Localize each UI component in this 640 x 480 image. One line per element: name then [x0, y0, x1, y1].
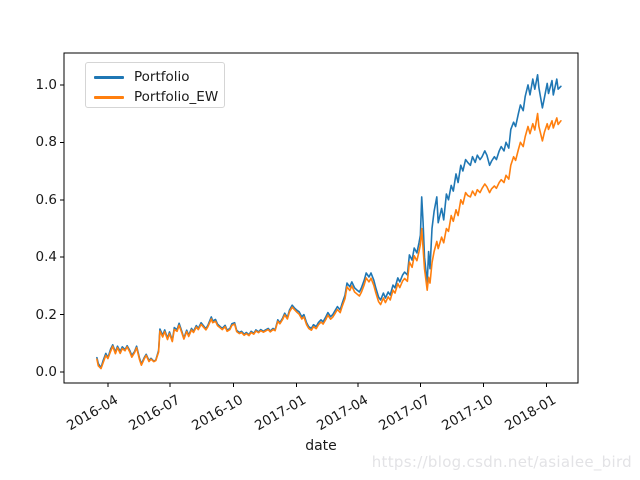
- y-tick-label: 1.0: [35, 76, 57, 93]
- legend-label: Portfolio_EW: [134, 89, 219, 105]
- legend-label: Portfolio: [134, 69, 190, 85]
- series-line-portfolio-ew: [96, 112, 562, 370]
- legend-line-sample: [94, 95, 124, 99]
- legend: Portfolio Portfolio_EW: [85, 62, 225, 108]
- y-tick-label: 0.4: [35, 249, 57, 266]
- watermark: https://blog.csdn.net/asialee_bird: [371, 453, 632, 471]
- legend-line-sample: [94, 75, 124, 79]
- y-tick-label: 0.6: [35, 191, 57, 208]
- y-tick-label: 0.2: [35, 306, 57, 323]
- legend-entry: Portfolio_EW: [94, 87, 224, 107]
- x-axis-label: date: [305, 438, 337, 454]
- y-tick-label: 0.8: [35, 134, 57, 151]
- axes-frame: [63, 52, 579, 384]
- legend-entry: Portfolio: [94, 67, 224, 87]
- series-line-portfolio: [96, 74, 562, 369]
- y-tick-label: 0.0: [35, 364, 57, 381]
